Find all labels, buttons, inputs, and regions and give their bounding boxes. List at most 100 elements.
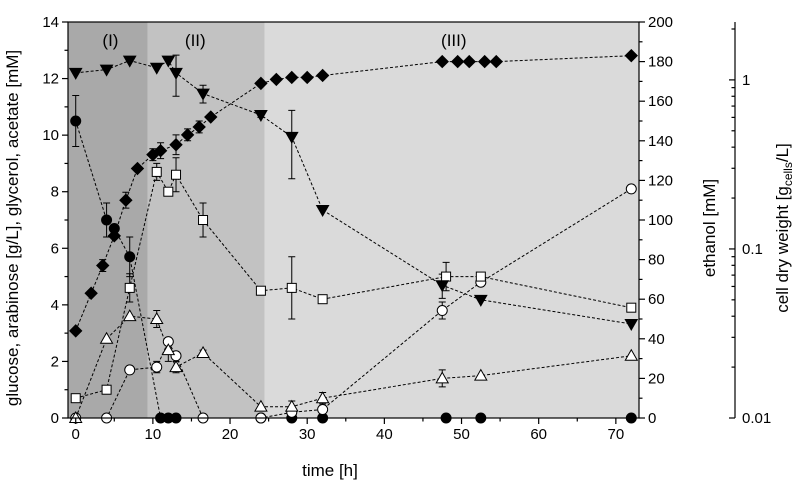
phase-label-3: (III) — [441, 31, 467, 50]
arabinose-point — [436, 305, 448, 317]
ethanol-tick-label: 100 — [648, 212, 673, 229]
x-tick-label: 50 — [453, 426, 470, 443]
ethanol-point — [435, 54, 449, 69]
cell-dry-weight-point — [473, 294, 488, 307]
acetate-point — [624, 348, 639, 361]
ethanol-point — [450, 54, 465, 69]
ethanol-tick-label: 140 — [648, 133, 673, 150]
cell-dry-weight-point — [284, 131, 299, 144]
ethanol-point — [130, 161, 145, 176]
glycerol-point — [286, 282, 297, 293]
cell-dry-weight-point — [435, 280, 450, 293]
right-axis-title-ethanol: ethanol [mM] — [700, 179, 719, 277]
acetate-point — [122, 309, 137, 322]
cell-dry-weight-point — [161, 55, 176, 68]
x-tick-label: 10 — [145, 426, 162, 443]
cell-dry-weight-point — [196, 88, 210, 101]
cdw-title-main: cell dry weight [g — [773, 186, 792, 313]
ethanol-point — [119, 193, 133, 207]
ethanol-point — [169, 138, 183, 152]
phase-backgrounds — [68, 22, 639, 418]
cdw-tick-label: 1 — [742, 72, 750, 89]
glycerol-point — [163, 186, 174, 197]
ethanol-tick-label: 160 — [648, 93, 673, 110]
glycerol-point — [255, 285, 266, 296]
cdw-tick-label: 0.1 — [742, 241, 763, 258]
ethanol-tick-label: 60 — [648, 291, 665, 308]
ethanol-point — [489, 54, 503, 69]
right-axis-title-cdw: cell dry weight [gcells/L] — [773, 143, 795, 313]
glycerol-point — [70, 393, 81, 404]
left-tick-label: 6 — [51, 240, 59, 257]
left-tick-label: 2 — [51, 353, 59, 370]
arabinose-point — [625, 183, 637, 195]
ethanol-point — [300, 70, 314, 85]
glucose-point — [124, 251, 136, 263]
cell-dry-weight-point — [624, 318, 639, 331]
x-tick-label: 0 — [72, 426, 80, 443]
cell-dry-weight-point — [122, 55, 137, 68]
acetate-point — [473, 368, 488, 381]
x-tick-label: 40 — [376, 426, 393, 443]
cell-dry-weight-error-bar — [288, 109, 296, 180]
glycerol-point — [171, 169, 182, 180]
ethanol-point — [107, 229, 122, 243]
glycerol-point — [317, 294, 328, 305]
glucose-point — [101, 214, 113, 226]
cell-dry-weight-point — [99, 64, 114, 77]
arabinose-point — [317, 404, 329, 416]
arabinose-point — [151, 361, 163, 373]
ethanol-point — [192, 120, 206, 134]
ethanol-point — [153, 143, 168, 158]
ethanol-tick-label: 0 — [648, 410, 656, 427]
ethanol-tick-label: 40 — [648, 331, 665, 348]
acetate-point — [161, 343, 176, 356]
cell-dry-weight-point — [169, 67, 183, 80]
x-tick-label: 20 — [222, 426, 239, 443]
left-tick-label: 14 — [42, 14, 59, 31]
glycerol-point — [626, 302, 637, 313]
ethanol-tick-label: 180 — [648, 54, 673, 71]
ethanol-point — [269, 72, 284, 87]
cell-dry-weight-point — [149, 62, 164, 75]
cell-dry-weight-point — [68, 67, 83, 80]
acetate-point — [149, 311, 164, 324]
acetate-point — [169, 360, 183, 373]
cell-dry-weight-point — [254, 109, 268, 122]
phase-labels: (I) (II) (III) — [102, 31, 466, 50]
cell-dry-weight-point — [315, 204, 330, 217]
left-tick-label: 4 — [51, 297, 59, 314]
acetate-point — [99, 331, 114, 344]
arabinose-point — [124, 364, 136, 376]
ethanol-point — [69, 324, 83, 338]
phase-label-1: (I) — [102, 31, 118, 50]
left-tick-label: 10 — [42, 127, 59, 144]
acetate-point — [196, 345, 210, 358]
left-tick-label: 8 — [51, 184, 59, 201]
ethanol-tick-label: 20 — [648, 370, 665, 387]
glycerol-point — [151, 166, 162, 177]
glycerol-point — [475, 271, 486, 282]
acetate-point — [435, 371, 450, 384]
cdw-title-end: /L] — [773, 143, 792, 162]
left-tick-label: 12 — [42, 71, 59, 88]
acetate-point — [284, 399, 299, 412]
ethanol-point — [96, 258, 110, 273]
ethanol-point — [84, 286, 98, 300]
glycerol-point — [198, 215, 209, 225]
ethanol-point — [315, 68, 330, 83]
axes: 0 10 20 30 40 50 60 700246810121402040608010012… — [42, 14, 771, 443]
ethanol-point — [180, 128, 195, 142]
x-tick-label: 60 — [530, 426, 547, 443]
x-tick-label: 70 — [608, 426, 625, 443]
x-axis-title: time [h] — [302, 461, 358, 480]
ethanol-tick-label: 120 — [648, 172, 673, 189]
glycerol-point — [124, 282, 135, 293]
x-tick-label: 30 — [299, 426, 316, 443]
ethanol-tick-label: 200 — [648, 14, 673, 31]
glycerol-point — [101, 384, 112, 395]
cdw-title-sub: cells — [781, 162, 795, 186]
ethanol-point — [477, 54, 492, 69]
acetate-point — [315, 391, 330, 404]
left-tick-label: 0 — [51, 410, 59, 427]
